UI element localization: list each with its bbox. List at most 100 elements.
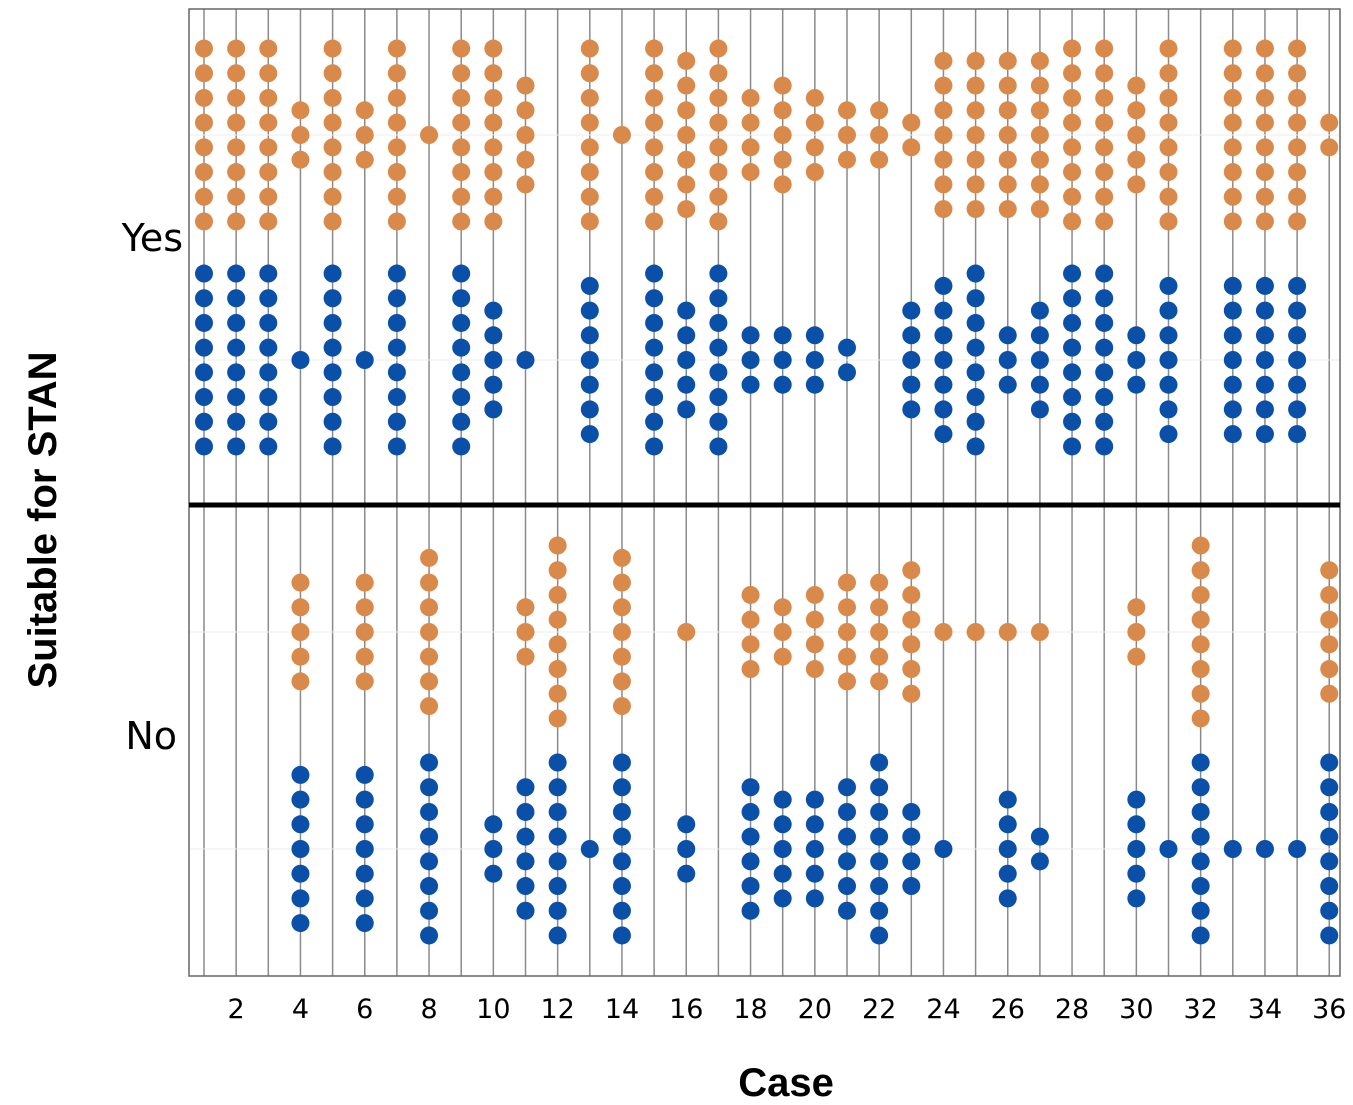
dot-yes-orange-case-15 [645, 163, 664, 182]
dot-yes-orange-case-33 [1223, 39, 1242, 58]
dot-yes-orange-case-33 [1223, 113, 1242, 132]
dot-no-orange-case-21 [838, 647, 856, 666]
dot-yes-orange-case-15 [645, 39, 664, 58]
dot-yes-orange-case-15 [645, 138, 664, 157]
x-tick-label-8: 8 [420, 994, 437, 1025]
dot-yes-blue-case-15 [645, 289, 664, 308]
dot-yes-orange-case-22 [870, 126, 889, 144]
dot-no-blue-case-30 [1127, 790, 1146, 809]
dot-no-blue-case-36 [1320, 778, 1339, 797]
dot-yes-blue-case-9 [452, 313, 471, 332]
dot-no-blue-case-21 [838, 877, 856, 896]
dot-no-orange-case-11 [516, 647, 535, 666]
dot-yes-blue-case-16 [677, 326, 696, 345]
dot-no-orange-case-8 [420, 697, 439, 716]
dot-yes-orange-case-21 [838, 150, 856, 169]
dot-no-orange-case-11 [516, 598, 535, 617]
dot-yes-orange-case-25 [966, 175, 985, 194]
dot-yes-orange-case-1 [195, 88, 213, 107]
dot-no-orange-case-36 [1320, 684, 1339, 703]
dot-yes-orange-case-28 [1063, 113, 1082, 132]
dot-yes-orange-case-5 [323, 88, 342, 107]
dot-yes-blue-case-29 [1095, 388, 1114, 407]
dot-no-orange-case-22 [870, 647, 889, 666]
dot-yes-orange-case-31 [1159, 187, 1178, 206]
dot-yes-orange-case-20 [805, 163, 824, 182]
dot-yes-orange-case-33 [1223, 187, 1242, 206]
dot-yes-blue-case-30 [1127, 326, 1146, 345]
dot-no-blue-case-12 [548, 852, 567, 871]
dot-yes-orange-case-36 [1320, 138, 1339, 157]
dot-yes-orange-case-27 [1030, 51, 1049, 70]
dot-yes-orange-case-27 [1030, 126, 1049, 144]
dot-no-blue-case-12 [548, 753, 567, 772]
dot-no-orange-case-14 [612, 573, 631, 592]
dot-yes-blue-case-24 [934, 301, 953, 320]
dot-yes-blue-case-17 [709, 289, 728, 308]
dot-yes-orange-case-9 [452, 212, 471, 231]
dot-yes-orange-case-9 [452, 64, 471, 83]
dot-yes-orange-case-24 [934, 200, 953, 219]
dot-no-orange-case-4 [291, 672, 310, 691]
dot-yes-blue-case-6 [355, 351, 374, 369]
dot-no-orange-case-36 [1320, 610, 1339, 629]
dot-yes-blue-case-15 [645, 363, 664, 382]
dot-yes-blue-case-5 [323, 264, 342, 283]
dot-yes-orange-case-28 [1063, 39, 1082, 58]
dot-no-blue-case-8 [420, 753, 439, 772]
x-tick-label-24: 24 [926, 994, 960, 1025]
dot-no-blue-case-12 [548, 926, 567, 945]
dot-no-blue-case-36 [1320, 802, 1339, 821]
dot-no-blue-case-33 [1223, 840, 1242, 858]
dot-no-blue-case-6 [355, 889, 374, 908]
dot-yes-blue-case-1 [195, 289, 213, 308]
dot-no-blue-case-23 [902, 852, 921, 871]
dot-yes-orange-case-24 [934, 51, 953, 70]
dot-no-orange-case-4 [291, 647, 310, 666]
dot-yes-blue-case-35 [1288, 351, 1307, 369]
dot-yes-orange-case-5 [323, 187, 342, 206]
dot-no-orange-case-12 [548, 585, 567, 604]
dot-yes-orange-case-17 [709, 138, 728, 157]
dot-no-blue-case-12 [548, 877, 567, 896]
dot-yes-blue-case-33 [1223, 276, 1242, 295]
dot-no-blue-case-26 [998, 815, 1017, 834]
dot-yes-blue-case-25 [966, 388, 985, 407]
dot-yes-orange-case-19 [773, 126, 792, 144]
dot-no-blue-case-18 [741, 852, 760, 871]
dot-no-orange-case-32 [1191, 684, 1210, 703]
dot-yes-blue-case-29 [1095, 264, 1114, 283]
dot-yes-orange-case-25 [966, 76, 985, 95]
dot-yes-orange-case-19 [773, 150, 792, 169]
dot-yes-blue-case-29 [1095, 338, 1114, 357]
dot-no-blue-case-20 [805, 864, 824, 883]
dot-yes-orange-case-34 [1255, 212, 1274, 231]
dot-yes-blue-case-19 [773, 375, 792, 394]
dot-yes-blue-case-23 [902, 301, 921, 320]
dot-no-orange-case-32 [1191, 561, 1210, 580]
dot-no-blue-case-14 [612, 753, 631, 772]
dot-no-blue-case-4 [291, 864, 310, 883]
dot-yes-orange-case-10 [484, 163, 503, 182]
dot-yes-orange-case-3 [259, 212, 278, 231]
dot-yes-blue-case-3 [259, 313, 278, 332]
dot-yes-orange-case-26 [998, 150, 1017, 169]
dot-yes-orange-case-33 [1223, 138, 1242, 157]
dot-yes-blue-case-2 [227, 412, 246, 431]
dot-yes-orange-case-24 [934, 76, 953, 95]
dot-no-blue-case-19 [773, 790, 792, 809]
dot-no-blue-case-18 [741, 901, 760, 920]
dot-no-blue-case-8 [420, 901, 439, 920]
dot-no-blue-case-11 [516, 852, 535, 871]
dot-no-blue-case-6 [355, 815, 374, 834]
dot-no-orange-case-20 [805, 635, 824, 654]
dot-no-orange-case-26 [998, 623, 1017, 641]
dot-no-orange-case-19 [773, 623, 792, 641]
dot-no-blue-case-23 [902, 877, 921, 896]
dot-yes-blue-case-25 [966, 338, 985, 357]
dot-yes-orange-case-33 [1223, 88, 1242, 107]
dot-yes-orange-case-2 [227, 138, 246, 157]
dot-no-orange-case-14 [612, 697, 631, 716]
dot-yes-blue-case-15 [645, 264, 664, 283]
